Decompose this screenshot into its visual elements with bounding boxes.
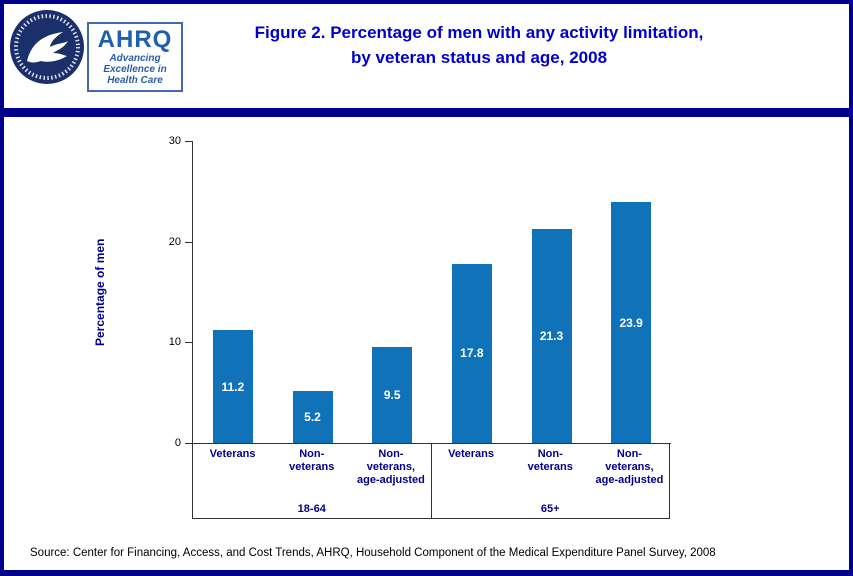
hhs-seal-icon [10, 10, 84, 84]
bar: 23.9 [611, 202, 652, 443]
y-axis-tick: 30 [169, 135, 193, 147]
y-axis: 0 10 20 30 [169, 135, 671, 449]
bar: 21.3 [531, 228, 572, 443]
bar: 11.2 [212, 330, 253, 443]
bar-value-label: 9.5 [383, 388, 401, 403]
bar-value-label: 23.9 [619, 315, 643, 330]
y-axis-tick: 10 [169, 336, 193, 348]
y-axis-title: Percentage of men [93, 238, 107, 346]
ahrq-tagline-line2: Excellence in [103, 64, 167, 75]
group-65plus: Veterans Non- veterans Non- veterans, age-… [430, 443, 670, 518]
bar-slot: 21.3 [512, 141, 592, 443]
category-labels-65plus: Veterans Non- veterans Non- veterans, age-… [432, 443, 670, 487]
category-label: Veterans [209, 448, 256, 460]
bar-value-label: 5.2 [304, 409, 321, 424]
y-axis-tick-label: 0 [174, 437, 181, 449]
bar-value-label: 11.2 [221, 379, 245, 394]
bar-value-label: 17.8 [460, 346, 484, 361]
category-label: Non- veterans [527, 448, 573, 473]
chart: Percentage of men 0 10 20 30 11.2 5.2 9.5 17.8… [4, 117, 849, 523]
y-axis-tick: 20 [169, 236, 193, 248]
chart-title: Figure 2. Percentage of men with any act… [4, 4, 849, 70]
bar-slot: 17.8 [432, 141, 512, 443]
bar: 17.8 [451, 263, 492, 443]
x-axis-groups: Veterans Non- veterans Non- veterans, age-… [192, 443, 670, 519]
y-axis-tick: 0 [175, 437, 193, 449]
ahrq-logo-acronym: AHRQ [97, 26, 173, 53]
chart-title-line1: Figure 2. Percentage of men with any act… [254, 23, 704, 42]
logo-group: AHRQ Advancing Excellence in Health Care [9, 9, 183, 92]
category-label: Non- veterans, age-adjusted [357, 448, 425, 486]
group-label-18-64: 18-64 [297, 503, 326, 515]
ahrq-logo: AHRQ Advancing Excellence in Health Care [87, 22, 183, 92]
header: AHRQ Advancing Excellence in Health Care… [4, 4, 849, 108]
category-label: Veterans [448, 448, 495, 460]
bar-slot: 11.2 [193, 141, 273, 443]
y-axis-tick-label: 30 [168, 135, 181, 147]
group-18-64: Veterans Non- veterans Non- veterans, age-… [192, 443, 431, 518]
bar: 5.2 [292, 390, 333, 443]
bar-slot: 23.9 [591, 141, 671, 443]
group-label-65plus: 65+ [540, 503, 560, 515]
bar-slot: 9.5 [352, 141, 432, 443]
source-note: Source: Center for Financing, Access, an… [30, 547, 716, 559]
ahrq-tagline-line3: Health Care [107, 75, 163, 86]
category-label: Non- veterans [289, 448, 335, 473]
ahrq-tagline-line1: Advancing [109, 53, 161, 64]
y-axis-tick-label: 20 [168, 235, 181, 248]
header-divider [4, 108, 849, 117]
bar-slot: 5.2 [273, 141, 353, 443]
bar-value-label: 21.3 [539, 328, 564, 343]
bars-row: 11.2 5.2 9.5 17.8 21.3 23.9 [193, 141, 671, 443]
chart-title-line2: by veteran status and age, 2008 [350, 48, 608, 67]
bar: 9.5 [372, 347, 413, 443]
y-axis-tick-label: 10 [168, 336, 181, 349]
category-label: Non- veterans, age-adjusted [595, 448, 664, 486]
plot-area: 0 10 20 30 11.2 5.2 9.5 17.8 21.3 23.9 [169, 135, 671, 449]
category-labels-18-64: Veterans Non- veterans Non- veterans, age-… [193, 443, 431, 487]
